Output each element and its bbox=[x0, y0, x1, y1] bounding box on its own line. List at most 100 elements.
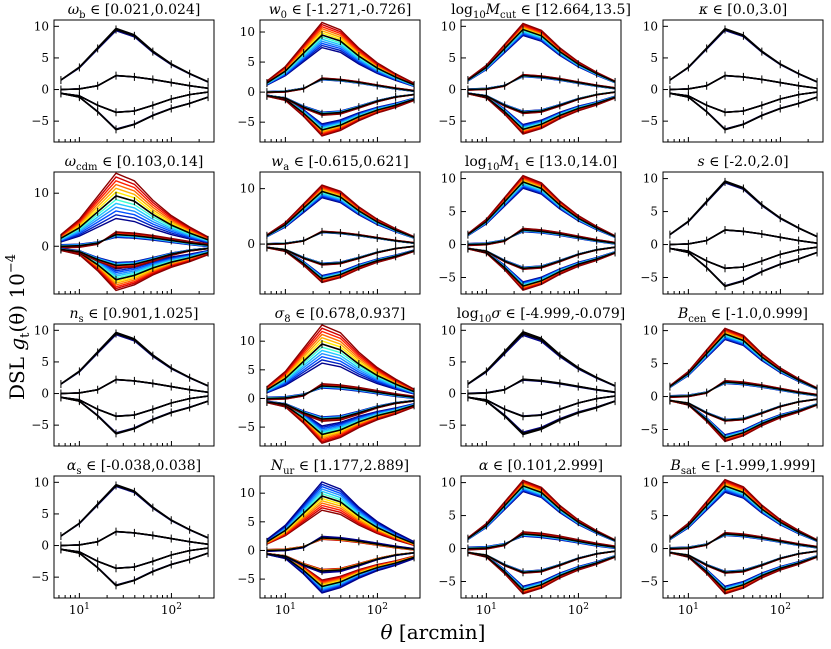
title-sub: a bbox=[283, 162, 289, 173]
axes-frame bbox=[259, 323, 421, 447]
ytick-label: 10 bbox=[441, 323, 456, 337]
series-group bbox=[60, 481, 209, 590]
series-line-upper bbox=[266, 324, 415, 390]
subplot-title: α ∈ [0.101,2.999] bbox=[479, 458, 603, 474]
series-line-upper bbox=[467, 22, 616, 82]
ytick-label: −5 bbox=[438, 418, 456, 432]
series-line-upper bbox=[266, 355, 415, 394]
ytick-label: 5 bbox=[650, 357, 658, 371]
series-group bbox=[60, 172, 209, 292]
subplot-7: s ∈ [-2.0,2.0] −5 0 5 10 bbox=[640, 154, 824, 295]
series-line-upper bbox=[60, 183, 209, 240]
series-line-upper bbox=[60, 202, 209, 242]
ytick-label: 10 bbox=[34, 19, 49, 33]
subplot-4: ωcdm ∈ [0.103,0.14] 0 10 bbox=[34, 154, 215, 295]
title-sub: cut bbox=[500, 10, 516, 21]
ytick-label: 5 bbox=[448, 509, 456, 523]
axes-frame bbox=[460, 19, 622, 143]
ytick-label: −5 bbox=[640, 575, 658, 589]
ytick-label: −5 bbox=[237, 572, 255, 586]
series-line-upper bbox=[266, 349, 415, 394]
series-line-upper bbox=[266, 362, 415, 395]
ylabel-sub: t bbox=[18, 332, 33, 338]
series-line-upper bbox=[266, 509, 415, 547]
title-range: ∈ [-1.999,1.999] bbox=[696, 458, 816, 474]
series-line-upper bbox=[60, 172, 209, 238]
ytick-label: 0 bbox=[448, 387, 456, 401]
axes-frame bbox=[259, 475, 421, 599]
title-var: M bbox=[498, 154, 514, 170]
subplot-title: log10Mcut ∈ [12.664,13.5] bbox=[451, 2, 631, 21]
subplot-title: Nur ∈ [1.177,2.889] bbox=[270, 458, 409, 477]
ytick-label: −5 bbox=[640, 423, 658, 437]
subplot-14: α ∈ [0.101,2.999] −5 0 5 10 101 102 bbox=[438, 458, 622, 617]
subplot-title: s ∈ [-2.0,2.0] bbox=[697, 154, 788, 170]
title-symbol: N bbox=[270, 458, 284, 474]
xlabel-rest: [arcmin] bbox=[393, 620, 486, 644]
title-symbol: s bbox=[697, 154, 704, 170]
title-symbol: κ bbox=[698, 2, 708, 18]
subplot-11: Bcen ∈ [-1.0,0.999] −5 0 5 10 bbox=[640, 306, 824, 447]
ytick-label: 10 bbox=[441, 476, 456, 490]
ytick-label: 5 bbox=[41, 51, 49, 65]
ytick-label: 10 bbox=[643, 19, 658, 33]
ytick-label: 5 bbox=[247, 55, 255, 69]
ytick-label: 10 bbox=[643, 324, 658, 338]
ytick-label: 10 bbox=[34, 186, 49, 200]
title-var: M bbox=[485, 2, 501, 18]
xtick-label: 102 bbox=[568, 602, 589, 617]
title-symbol: w bbox=[269, 2, 281, 18]
axes-frame bbox=[259, 171, 421, 295]
title-sub: 8 bbox=[284, 314, 290, 325]
series-line-lower bbox=[266, 95, 415, 137]
ytick-label: 5 bbox=[448, 51, 456, 65]
ytick-label: 10 bbox=[643, 476, 658, 490]
title-symbol: n bbox=[70, 306, 79, 322]
title-sub: sat bbox=[681, 466, 696, 477]
series-line-upper bbox=[60, 210, 209, 243]
ytick-label: 10 bbox=[240, 334, 255, 348]
ylabel-pre: DSL bbox=[5, 351, 29, 400]
ytick-label: 5 bbox=[650, 51, 658, 65]
title-range: ∈ [12.664,13.5] bbox=[516, 2, 631, 18]
ylabel-sup: −4 bbox=[4, 254, 19, 273]
series-line-upper bbox=[266, 327, 415, 391]
axes-frame bbox=[662, 475, 824, 599]
series-group bbox=[266, 21, 415, 137]
ytick-label: −5 bbox=[438, 271, 456, 285]
xtick-label: 101 bbox=[69, 602, 90, 617]
title-symbol: w bbox=[271, 154, 283, 170]
axes-frame bbox=[259, 19, 421, 143]
title-log-base: 10 bbox=[473, 10, 486, 21]
subplot-title: Bcen ∈ [-1.0,0.999] bbox=[677, 306, 808, 325]
subplot-title: κ ∈ [0.0,3.0] bbox=[698, 2, 787, 18]
subplot-9: σ8 ∈ [0.678,0.937] −5 0 5 10 bbox=[237, 306, 421, 447]
ytick-label: 0 bbox=[448, 238, 456, 252]
y-axis-label: DSL gt(θ) 10−4 bbox=[4, 254, 33, 400]
series-line-upper bbox=[669, 327, 818, 389]
ytick-label: 0 bbox=[448, 83, 456, 97]
title-symbol: B bbox=[677, 306, 688, 322]
title-range: ∈ [-0.615,0.621] bbox=[289, 154, 409, 170]
series-line-upper bbox=[60, 179, 209, 239]
series-line-upper bbox=[60, 187, 209, 240]
ytick-label: 0 bbox=[41, 239, 49, 253]
series-group bbox=[266, 184, 415, 284]
subplot-title: w0 ∈ [-1.271,-0.726] bbox=[269, 2, 412, 21]
ytick-label: 5 bbox=[448, 205, 456, 219]
subplot-title: αs ∈ [-0.038,0.038] bbox=[67, 458, 201, 477]
ytick-label: −5 bbox=[31, 418, 49, 432]
subplot-title: ωb ∈ [0.021,0.024] bbox=[68, 2, 201, 21]
series-line-lower bbox=[60, 249, 209, 292]
ytick-label: 5 bbox=[247, 363, 255, 377]
title-range: ∈ [0.103,0.14] bbox=[98, 154, 204, 170]
axes-frame bbox=[460, 171, 622, 295]
subplot-title: wa ∈ [-0.615,0.621] bbox=[271, 154, 408, 173]
title-sub: 1 bbox=[514, 162, 520, 173]
ytick-label: 10 bbox=[240, 182, 255, 196]
ytick-label: 10 bbox=[34, 323, 49, 337]
series-group bbox=[467, 22, 616, 135]
title-sub: cdm bbox=[76, 162, 98, 173]
series-group bbox=[467, 174, 616, 292]
ytick-label: 5 bbox=[41, 355, 49, 369]
